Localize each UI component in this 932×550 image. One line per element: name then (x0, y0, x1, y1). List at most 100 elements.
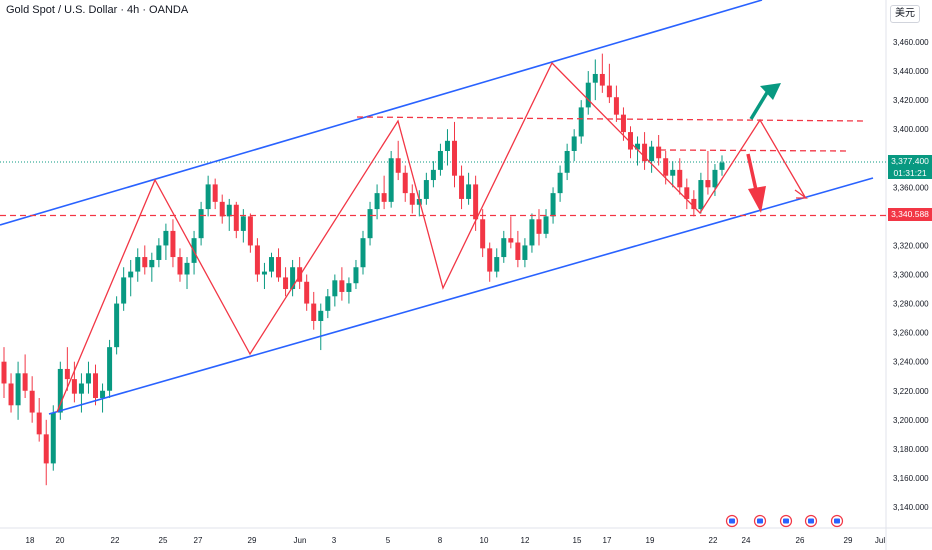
candle-body (712, 169, 718, 188)
candle-body (268, 257, 274, 272)
x-tick-label: 22 (709, 536, 718, 545)
candle-body (15, 373, 21, 406)
zigzag-path (56, 61, 806, 413)
candle-body (480, 219, 486, 249)
bullish-arrow-head (760, 83, 781, 100)
candle-body (557, 172, 563, 194)
candle-body (311, 303, 317, 321)
chart-title: Gold Spot / U.S. Dollar · 4h · OANDA (6, 4, 189, 16)
candle-body (452, 140, 458, 176)
candle-body (585, 82, 591, 108)
x-tick-label: Jul (875, 536, 885, 545)
candle-body (494, 257, 500, 272)
candle-body (360, 238, 366, 268)
x-tick-label: 29 (844, 536, 853, 545)
candle-body (198, 209, 204, 239)
candle-body (663, 158, 669, 176)
candle-body (163, 230, 169, 246)
y-tick-label: 3,180.000 (893, 445, 929, 454)
y-tick-label: 3,400.000 (893, 125, 929, 134)
y-tick-label: 3,280.000 (893, 300, 929, 309)
candle-body (100, 390, 106, 399)
candle-body (22, 373, 28, 391)
candle-body (107, 347, 113, 391)
candle-body (276, 257, 282, 278)
candle-body (43, 434, 49, 464)
candle-body (135, 257, 141, 272)
candle-body (254, 245, 260, 275)
x-tick-label: 5 (386, 536, 391, 545)
candle-body (142, 257, 148, 268)
candle-body (149, 259, 155, 268)
support-level-tag: 3,340.588 (888, 208, 932, 221)
candle-body (353, 267, 359, 284)
candle-body (522, 245, 528, 260)
x-tick-label: 20 (56, 536, 65, 545)
x-tick-label: 3 (332, 536, 337, 545)
candle-body (705, 180, 711, 188)
candle-body (515, 242, 521, 260)
y-tick-label: 3,140.000 (893, 503, 929, 512)
candle-body (691, 198, 697, 210)
candle-body (592, 73, 598, 83)
candle-body (613, 97, 619, 115)
candle-body (219, 201, 225, 217)
candle-body (85, 373, 91, 384)
candle-body (501, 238, 507, 258)
candle-body (423, 180, 429, 199)
event-flag-inner (808, 518, 814, 524)
candle-body (409, 193, 415, 205)
y-tick-label: 3,360.000 (893, 183, 929, 192)
currency-button[interactable]: 美元 (890, 5, 920, 23)
candle-body (128, 271, 134, 278)
candle-body (36, 412, 42, 435)
candle-body (121, 277, 127, 304)
candle-body (325, 296, 331, 311)
channel-lower-line (48, 177, 874, 415)
candle-body (599, 73, 605, 86)
candle-body (339, 280, 345, 292)
candle-body (388, 158, 394, 202)
candle-body (50, 412, 56, 464)
bullish-arrow-shaft (749, 90, 770, 120)
y-tick-label: 3,300.000 (893, 271, 929, 280)
candle-body (649, 146, 655, 162)
x-tick-label: 18 (26, 536, 35, 545)
x-tick-label: 24 (742, 536, 751, 545)
candle-body (578, 107, 584, 137)
bearish-arrow-shaft (746, 153, 758, 191)
event-flag-inner (729, 518, 735, 524)
x-tick-label: 27 (194, 536, 203, 545)
event-flag-inner (834, 518, 840, 524)
candle-body (170, 230, 176, 258)
candle-body (466, 184, 472, 199)
x-tick-label: 12 (521, 536, 530, 545)
event-flag-inner (757, 518, 763, 524)
candle-body (543, 216, 549, 234)
y-tick-label: 3,160.000 (893, 474, 929, 483)
candle-body (606, 85, 612, 98)
candle-body (205, 184, 211, 210)
candle-body (78, 383, 84, 394)
candle-body (529, 219, 535, 246)
y-tick-label: 3,420.000 (893, 96, 929, 105)
y-tick-label: 3,240.000 (893, 358, 929, 367)
candle-body (1, 361, 7, 384)
bearish-arrow-head (748, 186, 766, 213)
candle-body (402, 172, 408, 194)
candle-body (114, 303, 120, 348)
candle-body (473, 184, 479, 220)
candle-body (332, 280, 338, 297)
candle-body (64, 368, 70, 380)
candle-body (670, 169, 676, 176)
candle-body (247, 216, 253, 246)
candle-body (550, 193, 556, 217)
candle-body (444, 140, 450, 151)
candle-body (367, 209, 373, 239)
candle-body (381, 193, 387, 202)
y-tick-label: 3,440.000 (893, 67, 929, 76)
candle-body (297, 267, 303, 282)
resistance-line-lower (659, 149, 851, 152)
candle-body (571, 136, 577, 151)
